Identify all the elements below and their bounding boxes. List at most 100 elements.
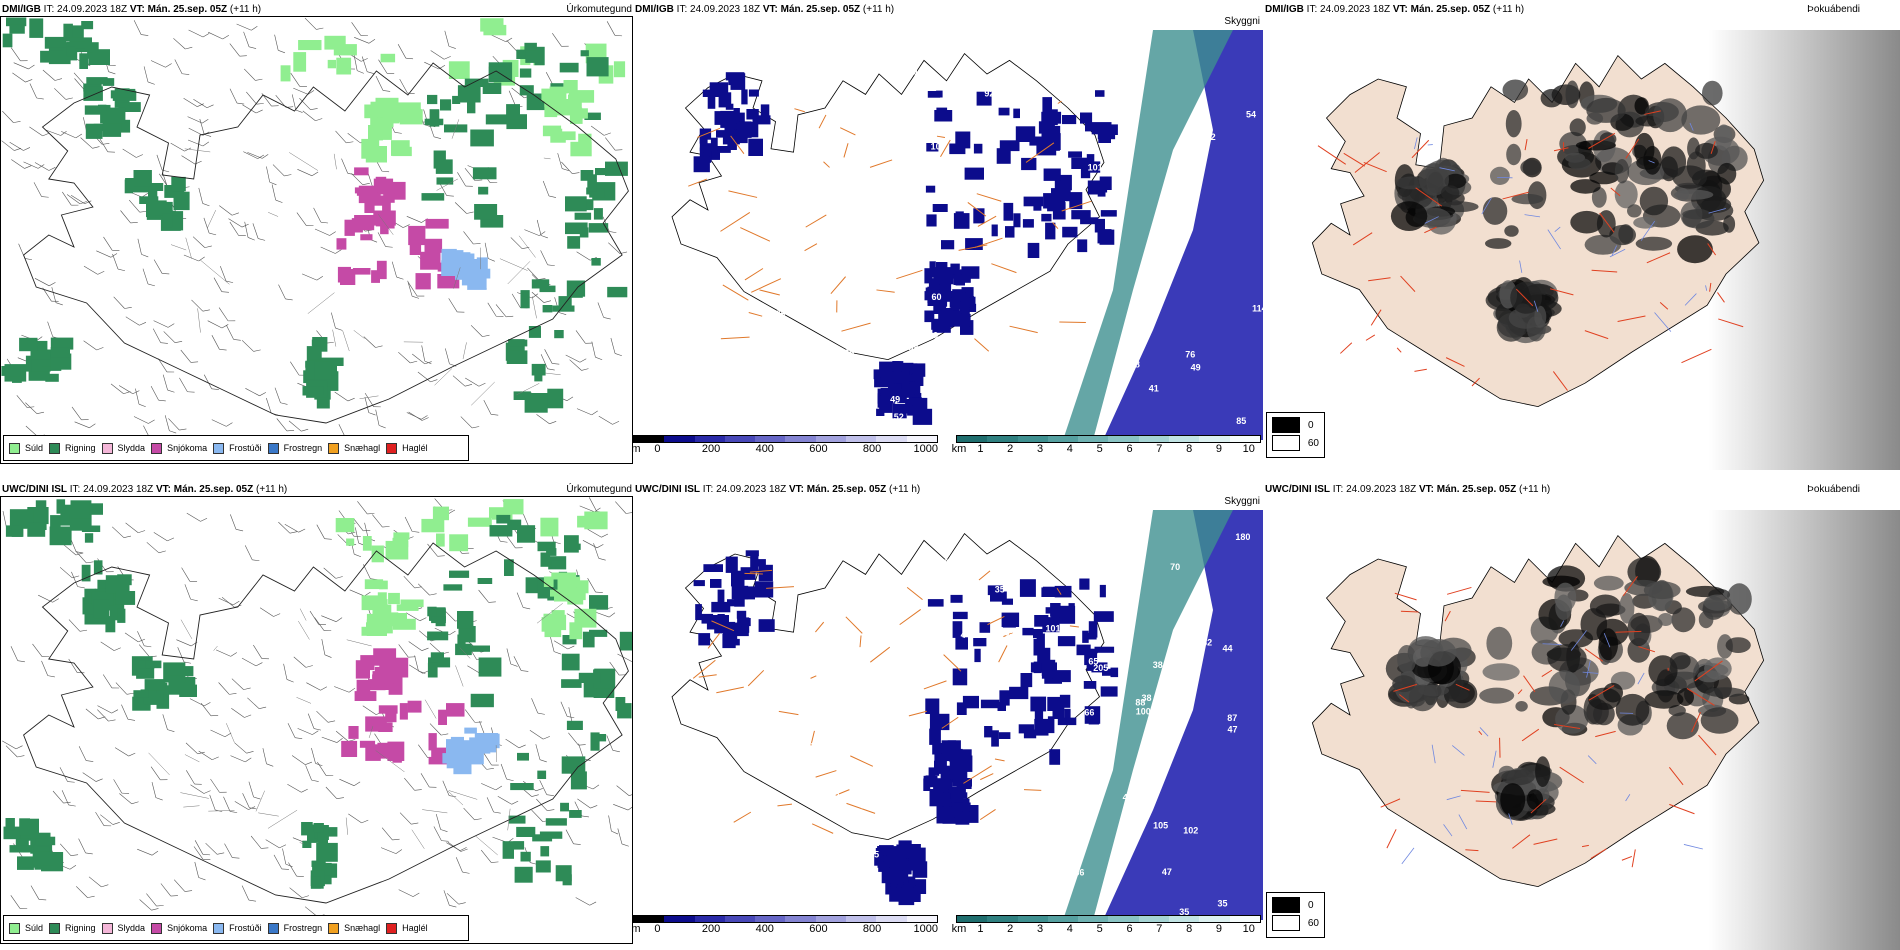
cloud-base-value: 10 xyxy=(928,331,938,341)
precip-area xyxy=(45,373,59,382)
road-line xyxy=(1588,132,1616,149)
road-line xyxy=(1399,694,1410,703)
wind-barb xyxy=(266,166,277,186)
wind-barb xyxy=(500,763,514,782)
precip-area xyxy=(133,170,152,187)
precip-area xyxy=(4,366,21,377)
precip-area xyxy=(577,515,589,528)
legend-swatch xyxy=(9,922,20,934)
low-cloud-area xyxy=(1041,213,1052,222)
precip-area xyxy=(388,657,409,678)
road-line xyxy=(899,609,921,626)
cloud-base-value: 98 xyxy=(763,87,773,97)
road-line xyxy=(268,212,279,217)
low-cloud-area xyxy=(698,633,711,646)
low-cloud-area xyxy=(964,167,984,180)
wind-barb xyxy=(71,571,85,589)
low-cloud-area xyxy=(1045,607,1052,614)
cloud-base-value: 93 xyxy=(844,884,854,894)
wind-barb xyxy=(203,374,219,390)
road-line xyxy=(258,812,279,817)
low-cloud-area xyxy=(1097,130,1116,140)
low-cloud-area xyxy=(710,137,718,154)
road-line xyxy=(1553,147,1569,152)
precip-area xyxy=(32,851,53,866)
low-cloud-area xyxy=(999,140,1020,152)
visibility-scale: km 1 2 3 4 5 6 7 8 9 10 xyxy=(952,915,1261,935)
low-cloud-area xyxy=(1019,579,1036,597)
precip-area xyxy=(569,810,582,818)
low-cloud-area xyxy=(952,668,968,686)
low-cloud-area xyxy=(1057,189,1066,206)
fog-area xyxy=(1677,235,1713,264)
road-line xyxy=(1717,292,1725,303)
road-line xyxy=(1471,377,1480,387)
low-cloud-area xyxy=(1091,662,1108,673)
ocean-visibility xyxy=(1063,510,1233,920)
precip-area xyxy=(164,663,186,679)
wind-barb xyxy=(273,854,289,870)
wind-barb xyxy=(10,646,25,663)
road-line xyxy=(1400,610,1419,613)
wind-barb xyxy=(443,890,457,908)
wind-barb xyxy=(128,199,147,213)
fog-area xyxy=(1444,173,1467,189)
road-line xyxy=(804,243,818,252)
cloud-base-value: 75 xyxy=(799,906,809,916)
cloud-base-value: 87 xyxy=(1227,713,1237,723)
legend-swatch xyxy=(101,442,113,454)
wind-barb xyxy=(245,388,267,397)
wind-barb xyxy=(375,75,391,92)
legend-swatch xyxy=(49,922,61,934)
cloud-base-value: 202 xyxy=(975,755,990,765)
fog-area xyxy=(1614,159,1630,184)
scale-color-step xyxy=(755,916,786,922)
wind-barb xyxy=(399,78,415,94)
wind-barb xyxy=(45,129,67,136)
wind-barb xyxy=(153,259,170,275)
wind-barb xyxy=(229,88,245,105)
fog-area xyxy=(1627,204,1642,218)
fog-area xyxy=(1589,594,1621,618)
wind-barb xyxy=(244,545,260,562)
fog-area xyxy=(1698,611,1714,629)
scale-color-step xyxy=(876,916,907,922)
wind-barb xyxy=(544,349,560,365)
road-line xyxy=(1365,334,1376,341)
precip-area xyxy=(444,250,464,258)
road-line xyxy=(1394,592,1417,601)
wind-barb xyxy=(41,660,55,678)
low-cloud-area xyxy=(1094,218,1105,233)
precip-area xyxy=(428,733,437,751)
wind-barb xyxy=(510,237,530,250)
road-line xyxy=(810,730,815,746)
fog-area xyxy=(1672,165,1708,189)
wind-barb xyxy=(10,47,28,62)
legend-item: Súld xyxy=(9,442,43,454)
wind-barb xyxy=(577,798,598,809)
low-cloud-area xyxy=(910,373,923,381)
wind-barb xyxy=(152,328,168,344)
cloud-base-value: 48 xyxy=(897,64,907,74)
precip-area xyxy=(508,815,526,824)
wind-barb xyxy=(1,140,22,151)
precip-area xyxy=(421,518,445,533)
wind-barb xyxy=(290,73,307,87)
precip-area xyxy=(506,104,520,120)
low-cloud-area xyxy=(925,775,936,784)
low-cloud-area xyxy=(1033,661,1042,674)
precip-area xyxy=(449,570,470,578)
precip-area xyxy=(478,657,502,677)
low-cloud-area xyxy=(703,564,723,572)
wind-barb xyxy=(536,798,555,811)
wind-barb xyxy=(247,152,269,159)
river-line xyxy=(1492,750,1497,768)
river-line xyxy=(1401,847,1415,865)
wind-barb xyxy=(241,340,261,352)
wind-barb xyxy=(593,543,606,561)
cloud-base-value: 49 xyxy=(1191,362,1201,372)
wind-barb xyxy=(74,421,96,429)
cloud-base-value: 38 xyxy=(1142,693,1152,703)
wind-barb xyxy=(68,658,85,674)
precip-area xyxy=(392,618,416,630)
